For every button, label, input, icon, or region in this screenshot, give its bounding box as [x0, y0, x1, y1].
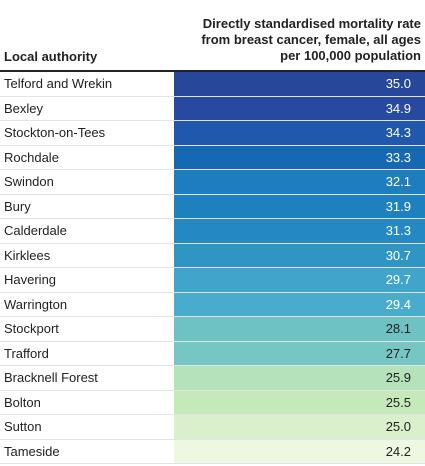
table-row: Rochdale 33.3	[0, 145, 425, 170]
table-row: Tameside 24.2	[0, 439, 425, 464]
column-header-local-authority: Local authority	[4, 49, 98, 64]
rate-cell: 24.2	[174, 439, 425, 463]
column-header-line: from breast cancer, female, all ages	[201, 32, 421, 47]
local-authority-name: Bury	[4, 198, 31, 214]
rate-cell: 28.1	[174, 317, 425, 341]
local-authority-name: Kirklees	[4, 247, 51, 263]
rate-cell: 31.3	[174, 219, 425, 243]
rate-value: 25.5	[385, 394, 411, 410]
local-authority-name: Calderdale	[4, 223, 67, 238]
column-header-line: Directly standardised mortality rate	[202, 16, 421, 31]
rate-cell: 31.9	[174, 194, 425, 218]
local-authority-name: Bolton	[4, 394, 41, 410]
rate-cell: 27.7	[174, 341, 425, 365]
rate-cell: 29.7	[174, 268, 425, 292]
table-row: Kirklees 30.7	[0, 243, 425, 268]
table-header: Local authority Directly standardised mo…	[0, 0, 425, 72]
rate-cell: 34.3	[174, 121, 425, 145]
rate-cell: 33.3	[174, 145, 425, 169]
table-row: Warrington 29.4	[0, 292, 425, 317]
local-authority-name: Warrington	[4, 296, 68, 312]
rate-value: 34.9	[385, 100, 411, 116]
rate-value: 28.1	[385, 321, 411, 336]
rate-value: 32.1	[385, 174, 411, 189]
rate-value: 31.9	[385, 198, 411, 214]
rate-value: 31.3	[385, 223, 411, 238]
rate-value: 33.3	[385, 149, 411, 165]
local-authority-name: Bracknell Forest	[4, 370, 98, 385]
rate-value: 25.9	[385, 370, 411, 385]
column-header-mortality-rate: Directly standardised mortality rate fro…	[161, 16, 421, 64]
table-row: Swindon 32.1	[0, 170, 425, 195]
table-row: Bolton 25.5	[0, 390, 425, 415]
rate-cell: 25.0	[174, 415, 425, 439]
local-authority-name: Sutton	[4, 419, 42, 434]
table-row: Trafford 27.7	[0, 341, 425, 366]
table-row: Sutton 25.0	[0, 415, 425, 440]
table-row: Bracknell Forest 25.9	[0, 366, 425, 391]
local-authority-name: Telford and Wrekin	[4, 76, 113, 91]
rate-value: 35.0	[385, 76, 411, 91]
local-authority-name: Swindon	[4, 174, 54, 189]
local-authority-name: Rochdale	[4, 149, 59, 165]
table-body: Telford and Wrekin 35.0 Bexley 34.9 Stockton…	[0, 72, 425, 464]
table-row: Bexley 34.9	[0, 96, 425, 121]
rate-cell: 25.5	[174, 390, 425, 414]
local-authority-name: Stockton-on-Tees	[4, 125, 106, 140]
table-row: Bury 31.9	[0, 194, 425, 219]
table-row: Stockton-on-Tees 34.3	[0, 121, 425, 146]
local-authority-name: Trafford	[4, 345, 49, 361]
table-row: Telford and Wrekin 35.0	[0, 72, 425, 97]
rate-cell: 30.7	[174, 243, 425, 267]
rate-cell: 25.9	[174, 366, 425, 390]
table-row: Calderdale 31.3	[0, 219, 425, 244]
rate-cell: 34.9	[174, 96, 425, 120]
local-authority-name: Tameside	[4, 443, 60, 459]
local-authority-name: Stockport	[4, 321, 59, 336]
local-authority-name: Havering	[4, 272, 57, 287]
rate-cell: 29.4	[174, 292, 425, 316]
column-header-line: per 100,000 population	[280, 48, 421, 63]
table-row: Stockport 28.1	[0, 317, 425, 342]
rate-value: 29.4	[385, 296, 411, 312]
rate-value: 29.7	[385, 272, 411, 287]
table-row: Havering 29.7	[0, 268, 425, 293]
rate-value: 25.0	[385, 419, 411, 434]
rate-value: 30.7	[385, 247, 411, 263]
rate-cell: 32.1	[174, 170, 425, 194]
local-authority-name: Bexley	[4, 100, 44, 116]
rate-value: 24.2	[385, 443, 411, 459]
rate-cell: 35.0	[174, 72, 425, 96]
rate-value: 27.7	[385, 345, 411, 361]
rate-value: 34.3	[385, 125, 411, 140]
